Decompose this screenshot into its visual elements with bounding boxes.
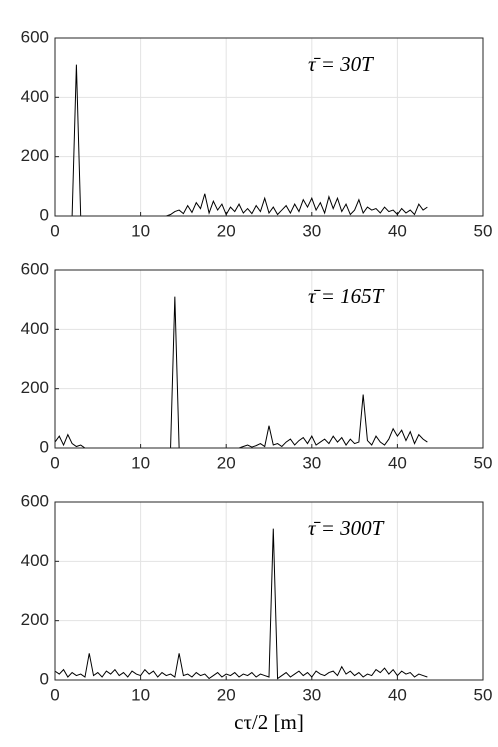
plot-area xyxy=(55,502,483,680)
y-tick-label: 600 xyxy=(21,27,49,46)
y-tick-label: 400 xyxy=(21,319,49,338)
x-tick-label: 30 xyxy=(302,221,321,240)
y-tick-label: 0 xyxy=(40,205,49,224)
y-tick-label: 600 xyxy=(21,259,49,278)
x-tick-label: 0 xyxy=(50,453,59,472)
x-tick-label: 10 xyxy=(131,221,150,240)
x-tick-label: 0 xyxy=(50,221,59,240)
x-tick-label: 20 xyxy=(217,453,236,472)
y-tick-label: 0 xyxy=(40,669,49,688)
x-tick-label: 10 xyxy=(131,685,150,704)
x-tick-label: 20 xyxy=(217,685,236,704)
x-axis-label: cτ/2 [m] xyxy=(234,710,304,734)
line xyxy=(54,528,428,680)
annotation: τ̄ = 300T xyxy=(308,516,385,540)
y-tick-label: 600 xyxy=(21,491,49,510)
x-tick-label: 50 xyxy=(474,221,493,240)
y-tick-label: 200 xyxy=(21,610,49,629)
x-tick-label: 50 xyxy=(474,685,493,704)
y-tick-label: 400 xyxy=(21,87,49,106)
x-tick-label: 0 xyxy=(50,685,59,704)
y-tick-label: 200 xyxy=(21,146,49,165)
x-tick-label: 10 xyxy=(131,453,150,472)
axes-box xyxy=(54,269,484,449)
y-tick-label: 400 xyxy=(21,551,49,570)
axes-box xyxy=(54,37,484,217)
x-tick-label: 40 xyxy=(388,221,407,240)
annotation: τ̄ = 165T xyxy=(308,284,385,308)
x-tick-label: 30 xyxy=(302,453,321,472)
x-tick-label: 20 xyxy=(217,221,236,240)
x-tick-label: 50 xyxy=(474,453,493,472)
x-tick-label: 40 xyxy=(388,685,407,704)
axes-box xyxy=(54,501,484,681)
y-tick-label: 0 xyxy=(40,437,49,456)
x-tick-label: 40 xyxy=(388,453,407,472)
plot-area xyxy=(55,38,483,216)
plot-area xyxy=(55,270,483,448)
annotation: τ̄ = 30T xyxy=(308,52,374,76)
y-tick-label: 200 xyxy=(21,378,49,397)
x-tick-label: 30 xyxy=(302,685,321,704)
